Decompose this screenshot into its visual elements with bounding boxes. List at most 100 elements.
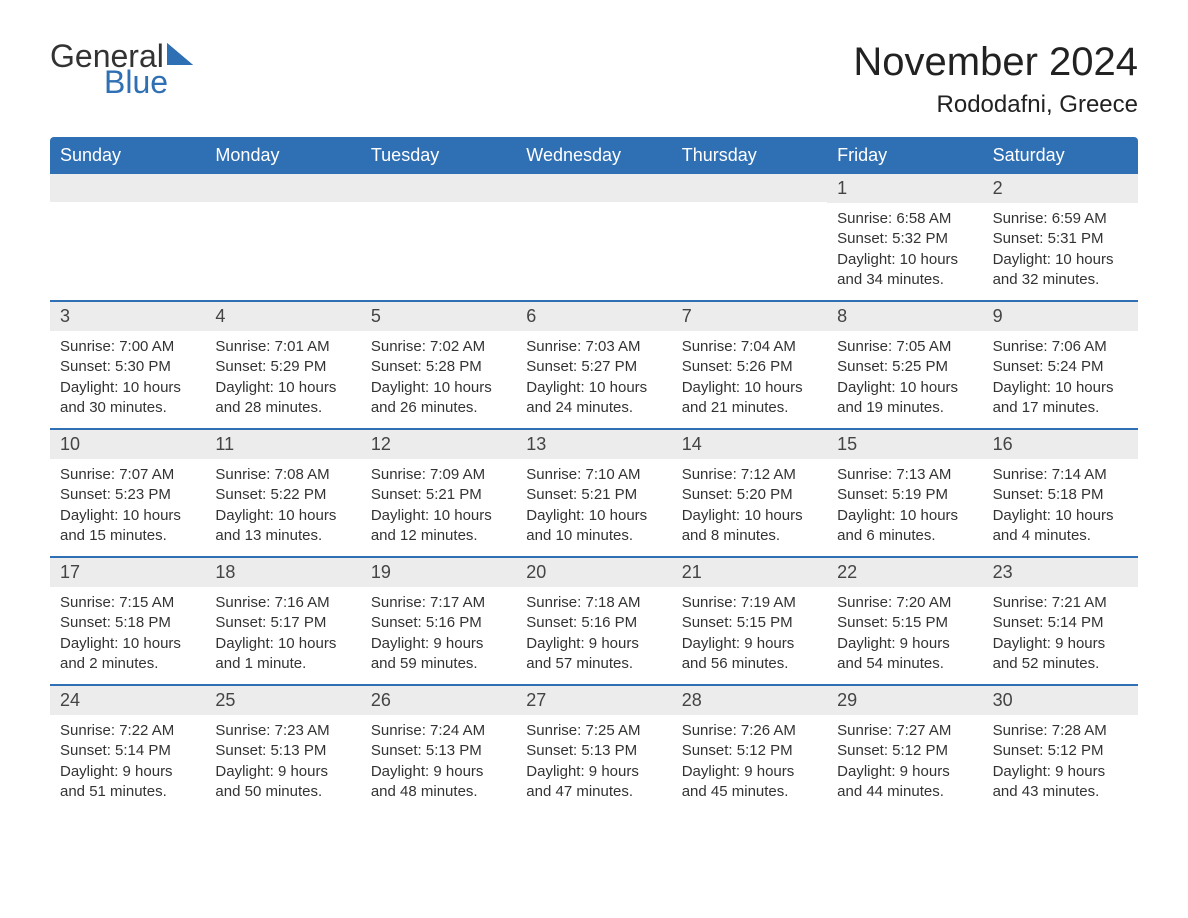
day-daylight1: Daylight: 10 hours <box>837 506 972 526</box>
day-daylight1: Daylight: 10 hours <box>526 378 661 398</box>
day-number: 24 <box>50 686 205 715</box>
day-content: Sunrise: 7:03 AMSunset: 5:27 PMDaylight:… <box>516 331 671 428</box>
day-sunrise: Sunrise: 7:06 AM <box>993 337 1128 357</box>
day-daylight2: and 21 minutes. <box>682 398 817 418</box>
day-sunset: Sunset: 5:19 PM <box>837 485 972 505</box>
day-cell: 28Sunrise: 7:26 AMSunset: 5:12 PMDayligh… <box>672 686 827 812</box>
weeks-container: 1Sunrise: 6:58 AMSunset: 5:32 PMDaylight… <box>50 174 1138 812</box>
day-sunset: Sunset: 5:18 PM <box>993 485 1128 505</box>
day-daylight2: and 57 minutes. <box>526 654 661 674</box>
day-cell: 2Sunrise: 6:59 AMSunset: 5:31 PMDaylight… <box>983 174 1138 300</box>
day-content: Sunrise: 7:28 AMSunset: 5:12 PMDaylight:… <box>983 715 1138 812</box>
day-daylight1: Daylight: 10 hours <box>215 506 350 526</box>
day-sunrise: Sunrise: 7:17 AM <box>371 593 506 613</box>
day-sunset: Sunset: 5:14 PM <box>60 741 195 761</box>
empty-day-bar <box>361 174 516 202</box>
calendar: SundayMondayTuesdayWednesdayThursdayFrid… <box>50 137 1138 812</box>
day-sunset: Sunset: 5:15 PM <box>682 613 817 633</box>
day-content: Sunrise: 6:59 AMSunset: 5:31 PMDaylight:… <box>983 203 1138 300</box>
day-number: 29 <box>827 686 982 715</box>
day-sunrise: Sunrise: 7:05 AM <box>837 337 972 357</box>
day-daylight1: Daylight: 10 hours <box>60 506 195 526</box>
day-number: 18 <box>205 558 360 587</box>
day-daylight1: Daylight: 10 hours <box>526 506 661 526</box>
day-daylight2: and 44 minutes. <box>837 782 972 802</box>
day-cell <box>672 174 827 300</box>
day-daylight1: Daylight: 9 hours <box>837 762 972 782</box>
day-number: 14 <box>672 430 827 459</box>
day-cell: 18Sunrise: 7:16 AMSunset: 5:17 PMDayligh… <box>205 558 360 684</box>
day-number: 30 <box>983 686 1138 715</box>
day-content: Sunrise: 6:58 AMSunset: 5:32 PMDaylight:… <box>827 203 982 300</box>
day-content: Sunrise: 7:13 AMSunset: 5:19 PMDaylight:… <box>827 459 982 556</box>
day-daylight2: and 15 minutes. <box>60 526 195 546</box>
day-daylight2: and 32 minutes. <box>993 270 1128 290</box>
day-cell: 6Sunrise: 7:03 AMSunset: 5:27 PMDaylight… <box>516 302 671 428</box>
day-cell <box>50 174 205 300</box>
day-daylight2: and 2 minutes. <box>60 654 195 674</box>
day-cell: 8Sunrise: 7:05 AMSunset: 5:25 PMDaylight… <box>827 302 982 428</box>
day-daylight1: Daylight: 10 hours <box>837 378 972 398</box>
day-content: Sunrise: 7:21 AMSunset: 5:14 PMDaylight:… <box>983 587 1138 684</box>
day-sunset: Sunset: 5:12 PM <box>993 741 1128 761</box>
day-sunset: Sunset: 5:12 PM <box>837 741 972 761</box>
week-row: 24Sunrise: 7:22 AMSunset: 5:14 PMDayligh… <box>50 684 1138 812</box>
day-sunrise: Sunrise: 7:16 AM <box>215 593 350 613</box>
day-sunrise: Sunrise: 7:25 AM <box>526 721 661 741</box>
day-number: 4 <box>205 302 360 331</box>
day-sunset: Sunset: 5:30 PM <box>60 357 195 377</box>
day-daylight2: and 17 minutes. <box>993 398 1128 418</box>
day-sunset: Sunset: 5:25 PM <box>837 357 972 377</box>
day-cell: 13Sunrise: 7:10 AMSunset: 5:21 PMDayligh… <box>516 430 671 556</box>
day-content: Sunrise: 7:24 AMSunset: 5:13 PMDaylight:… <box>361 715 516 812</box>
day-number: 27 <box>516 686 671 715</box>
day-sunrise: Sunrise: 7:15 AM <box>60 593 195 613</box>
day-number: 19 <box>361 558 516 587</box>
day-cell: 10Sunrise: 7:07 AMSunset: 5:23 PMDayligh… <box>50 430 205 556</box>
day-daylight1: Daylight: 10 hours <box>60 378 195 398</box>
day-cell <box>205 174 360 300</box>
day-cell: 1Sunrise: 6:58 AMSunset: 5:32 PMDaylight… <box>827 174 982 300</box>
day-daylight2: and 54 minutes. <box>837 654 972 674</box>
weekday-cell: Wednesday <box>516 137 671 174</box>
day-content: Sunrise: 7:16 AMSunset: 5:17 PMDaylight:… <box>205 587 360 684</box>
day-number: 6 <box>516 302 671 331</box>
day-sunrise: Sunrise: 7:14 AM <box>993 465 1128 485</box>
day-sunset: Sunset: 5:23 PM <box>60 485 195 505</box>
day-content: Sunrise: 7:23 AMSunset: 5:13 PMDaylight:… <box>205 715 360 812</box>
day-sunrise: Sunrise: 7:27 AM <box>837 721 972 741</box>
day-number: 12 <box>361 430 516 459</box>
day-content: Sunrise: 7:04 AMSunset: 5:26 PMDaylight:… <box>672 331 827 428</box>
month-title: November 2024 <box>853 40 1138 85</box>
day-daylight2: and 26 minutes. <box>371 398 506 418</box>
day-sunset: Sunset: 5:27 PM <box>526 357 661 377</box>
day-content: Sunrise: 7:05 AMSunset: 5:25 PMDaylight:… <box>827 331 982 428</box>
day-number: 21 <box>672 558 827 587</box>
empty-day-bar <box>50 174 205 202</box>
day-cell: 27Sunrise: 7:25 AMSunset: 5:13 PMDayligh… <box>516 686 671 812</box>
day-content: Sunrise: 7:06 AMSunset: 5:24 PMDaylight:… <box>983 331 1138 428</box>
day-sunset: Sunset: 5:22 PM <box>215 485 350 505</box>
day-number: 11 <box>205 430 360 459</box>
day-daylight2: and 56 minutes. <box>682 654 817 674</box>
day-sunrise: Sunrise: 6:58 AM <box>837 209 972 229</box>
day-number: 9 <box>983 302 1138 331</box>
day-sunrise: Sunrise: 6:59 AM <box>993 209 1128 229</box>
weekday-cell: Tuesday <box>361 137 516 174</box>
day-daylight1: Daylight: 9 hours <box>993 634 1128 654</box>
day-number: 13 <box>516 430 671 459</box>
day-sunset: Sunset: 5:13 PM <box>371 741 506 761</box>
day-daylight2: and 19 minutes. <box>837 398 972 418</box>
day-cell: 11Sunrise: 7:08 AMSunset: 5:22 PMDayligh… <box>205 430 360 556</box>
logo-text-blue: Blue <box>104 66 197 98</box>
day-daylight1: Daylight: 10 hours <box>682 378 817 398</box>
day-daylight1: Daylight: 10 hours <box>837 250 972 270</box>
weekday-cell: Saturday <box>983 137 1138 174</box>
day-content: Sunrise: 7:10 AMSunset: 5:21 PMDaylight:… <box>516 459 671 556</box>
day-cell: 20Sunrise: 7:18 AMSunset: 5:16 PMDayligh… <box>516 558 671 684</box>
day-content: Sunrise: 7:17 AMSunset: 5:16 PMDaylight:… <box>361 587 516 684</box>
day-cell: 19Sunrise: 7:17 AMSunset: 5:16 PMDayligh… <box>361 558 516 684</box>
day-number: 8 <box>827 302 982 331</box>
day-daylight2: and 10 minutes. <box>526 526 661 546</box>
week-row: 10Sunrise: 7:07 AMSunset: 5:23 PMDayligh… <box>50 428 1138 556</box>
